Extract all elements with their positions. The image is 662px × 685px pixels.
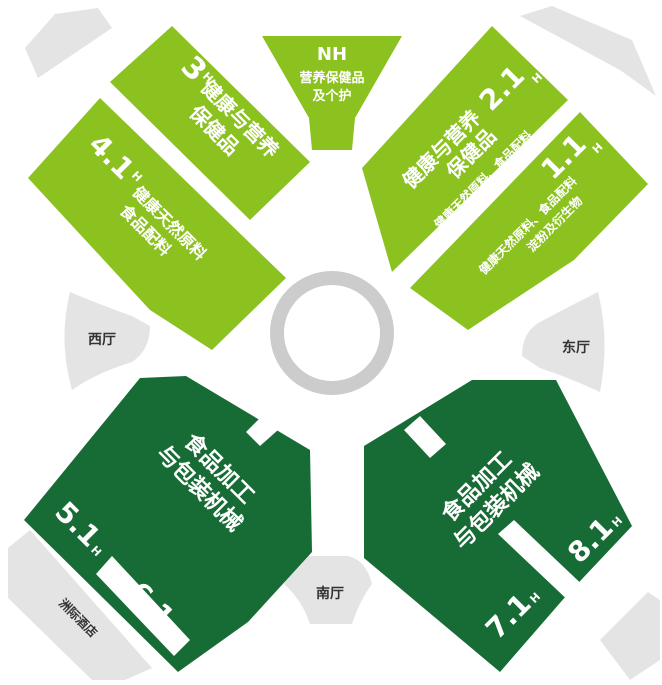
hall-nh-shape [262,36,402,150]
west-lobby-shape [64,292,150,390]
corner-structure-bottom-right [600,592,660,680]
hall-4-1[interactable]: 4.1 H 健康天然原料 食品配料 [28,98,286,350]
hall-nh-code: NH [317,44,347,65]
south-lobby-label: 南厅 [316,585,344,602]
hall-nh[interactable]: NH 营养保健品 及个护 [262,36,402,150]
hall-divider-upper-east [404,416,446,458]
west-lobby-label: 西厅 [88,332,116,348]
hall-1-1-shape [410,112,648,330]
hall-nh-label-line2: 及个护 [312,88,351,104]
hall-4-1-shape [28,98,286,350]
east-lobby-label: 东厅 [562,339,590,356]
hall-nh-label-line1: 营养保健品 [299,70,364,86]
central-rotunda-ring [270,271,394,395]
hall-block-west-shape [24,376,312,672]
east-lobby-shape [522,292,605,392]
hall-2-1-shape [362,26,568,272]
hall-3-shape [110,26,310,220]
hotel-building-shape [8,530,152,680]
corner-structure-top-left [25,8,112,78]
hall-divider-5-1-6-1 [96,556,190,656]
background-structures [8,6,660,680]
hall-block-west[interactable]: 食品加工 与包装机械 5.1 H 6.1 H [24,376,312,672]
south-lobby-shape [284,556,372,624]
hall-divider-upper-west [246,414,278,446]
corner-structure-top-right [520,6,656,96]
hall-block-east[interactable]: 食品加工 与包装机械 8.1 H 7.1 H [364,380,632,672]
hall-divider-7-1-8-1 [498,520,590,606]
